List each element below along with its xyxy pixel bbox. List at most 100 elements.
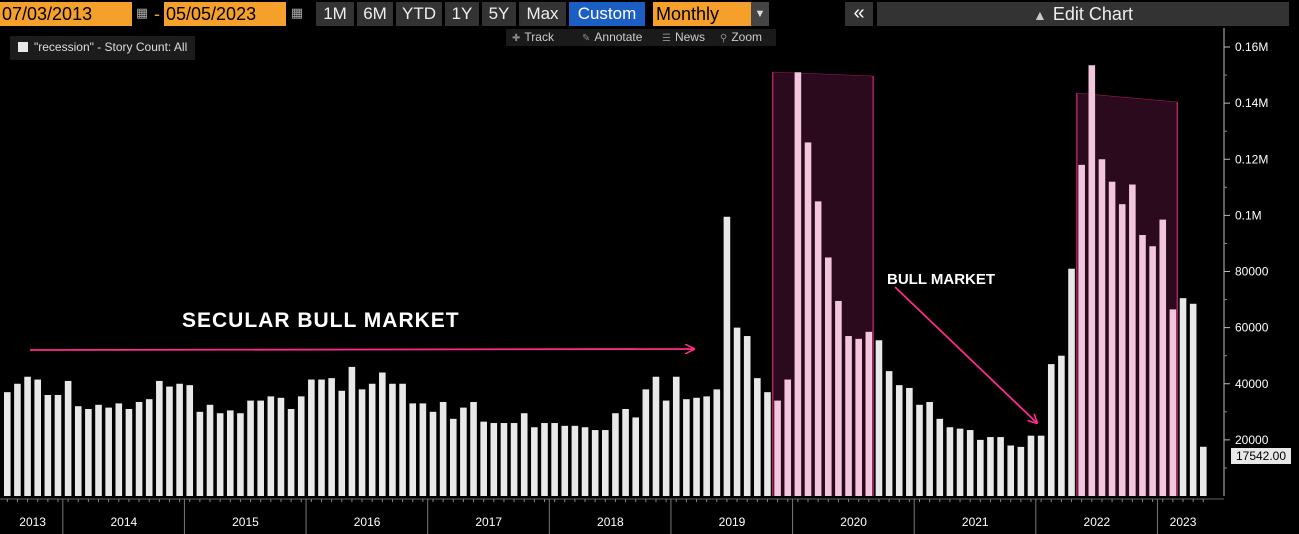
bar[interactable] [672,376,680,496]
bar[interactable] [683,399,690,496]
bar[interactable] [399,383,406,496]
bar[interactable] [389,383,396,496]
bar[interactable] [4,392,11,496]
bar[interactable] [612,413,619,496]
bar[interactable] [1169,309,1177,496]
bar[interactable] [602,430,609,496]
bar[interactable] [500,423,508,496]
bar[interactable] [1058,355,1065,496]
bar[interactable] [1098,159,1106,496]
bar[interactable] [581,427,589,496]
bar[interactable] [145,399,153,496]
bar[interactable] [845,336,852,496]
bar[interactable] [987,437,994,496]
bar[interactable] [713,389,721,496]
bar[interactable] [754,378,761,496]
bar[interactable] [693,397,700,496]
bar[interactable] [916,404,923,496]
bar[interactable] [64,380,72,496]
bar[interactable] [1118,204,1126,496]
bar[interactable] [571,425,579,496]
bar[interactable] [632,417,640,496]
bar[interactable] [277,397,285,496]
bar[interactable] [1017,446,1025,496]
bar[interactable] [34,379,42,496]
bar[interactable] [115,403,123,496]
bar[interactable] [956,428,964,496]
bar[interactable] [966,430,974,496]
bar[interactable] [865,331,873,496]
bar[interactable] [470,401,477,496]
bar[interactable] [997,437,1004,496]
bar[interactable] [125,409,133,496]
end-date-input[interactable]: 05/05/2023 [164,2,286,26]
bar[interactable] [1088,65,1096,496]
bar[interactable] [257,400,264,496]
bar[interactable] [662,400,670,496]
bar[interactable] [318,379,325,496]
bar[interactable] [186,385,194,496]
bar[interactable] [297,396,305,496]
range-1m-button[interactable]: 1M [316,2,354,26]
bar[interactable] [449,418,457,496]
bar[interactable] [541,423,548,496]
start-date-input[interactable]: 07/03/2013 [0,2,132,26]
news-tool[interactable]: ☰ News [662,29,705,47]
bar[interactable] [814,201,822,496]
bar[interactable] [247,400,254,496]
bar[interactable] [642,389,650,496]
range-1y-button[interactable]: 1Y [445,2,479,26]
bar[interactable] [743,336,751,496]
bar[interactable] [237,413,244,496]
bar[interactable] [703,396,710,496]
bar[interactable] [1159,219,1167,496]
bar[interactable] [429,411,437,496]
bar[interactable] [490,423,498,496]
bar[interactable] [54,394,62,496]
bar[interactable] [480,421,487,496]
bar[interactable] [358,389,366,496]
calendar-icon[interactable]: ▦ [135,5,149,20]
bar[interactable] [419,403,427,496]
range-max-button[interactable]: Max [519,2,566,26]
collapse-button[interactable]: « [845,2,873,26]
bar[interactable] [622,409,629,496]
zoom-tool[interactable]: ⚲ Zoom [720,29,762,47]
bar[interactable] [24,376,31,496]
bar[interactable] [460,407,467,496]
bar[interactable] [439,401,447,496]
bar[interactable] [379,372,386,496]
period-select[interactable]: Monthly ▼ [653,2,769,26]
bar[interactable] [409,403,417,496]
bar[interactable] [733,327,741,496]
bar[interactable] [1149,246,1156,496]
bar[interactable] [875,340,883,496]
bar[interactable] [520,413,528,496]
calendar-icon[interactable]: ▦ [290,5,304,20]
track-tool[interactable]: ✚ Track [512,29,554,47]
bar[interactable] [308,379,315,496]
bar[interactable] [764,392,771,496]
bar[interactable] [1037,435,1045,496]
bar[interactable] [176,383,183,496]
bar[interactable] [206,404,214,496]
bar[interactable] [1179,298,1187,496]
bar[interactable] [1189,303,1197,496]
range-6m-button[interactable]: 6M [357,2,393,26]
bar[interactable] [95,404,102,496]
bar[interactable] [551,423,558,496]
bar[interactable] [1068,268,1075,496]
bar[interactable] [885,371,893,496]
bar[interactable] [652,376,660,496]
bar[interactable] [14,383,21,496]
bar[interactable] [804,142,812,496]
bar[interactable] [1078,164,1085,497]
bar[interactable] [44,394,52,496]
bar[interactable] [946,427,954,496]
range-custom-button[interactable]: Custom [569,2,645,26]
bar[interactable] [1200,446,1207,496]
range-ytd-button[interactable]: YTD [396,2,442,26]
bar[interactable] [561,425,569,496]
bar[interactable] [1108,181,1116,496]
bar[interactable] [926,401,933,496]
